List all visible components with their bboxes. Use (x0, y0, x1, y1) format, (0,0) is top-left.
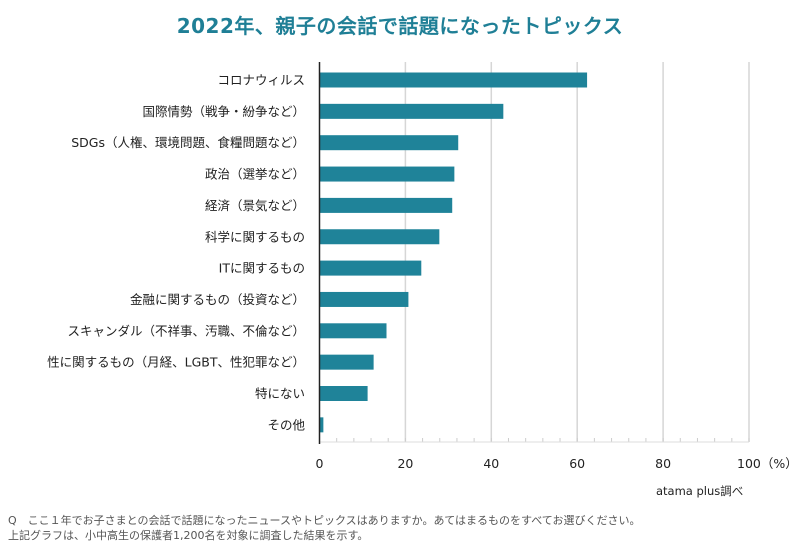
category-label: 科学に関するもの (205, 229, 305, 244)
x-tick-label: 20 (397, 456, 413, 471)
source-note: atama plus調べ (656, 484, 744, 498)
bar (319, 72, 588, 88)
bar (319, 103, 504, 119)
bar (319, 135, 459, 151)
bar (319, 386, 368, 401)
x-tick-label: 100（%） (737, 456, 798, 471)
bar (319, 323, 387, 339)
survey-question: Q ここ１年でお子さまとの会話で話題になったニュースやトピックスはありますか。あ… (8, 514, 641, 527)
category-label: 国際情勢（戦争・紛争など） (142, 104, 305, 119)
chart-title: 2022年、親子の会話で話題になったトピックス (176, 14, 624, 38)
bar (319, 291, 409, 307)
category-label: SDGs（人権、環境問題、食糧問題など） (71, 135, 305, 150)
category-label: その他 (267, 417, 305, 432)
category-label: 金融に関するもの（投資など） (130, 292, 305, 307)
survey-note: Q ここ１年でお子さまとの会話で話題になったニュースやトピックスはありますか。あ… (8, 513, 640, 543)
category-label: 性に関するもの（月経、LGBT、性犯罪など） (47, 355, 305, 370)
category-label: 政治（選挙など） (205, 167, 305, 182)
x-tick-label: 60 (569, 456, 585, 471)
bar (319, 229, 440, 245)
category-label: 特にない (255, 386, 305, 401)
x-tick-label: 80 (655, 456, 671, 471)
bar (319, 166, 455, 182)
category-label: ITに関するもの (219, 261, 305, 276)
bar (319, 354, 374, 370)
x-tick-label: 0 (316, 456, 324, 471)
bar (319, 417, 324, 433)
bar (319, 260, 422, 276)
category-label: コロナウィルス (217, 73, 305, 88)
category-label: スキャンダル（不祥事、汚職、不倫など） (67, 323, 305, 338)
category-label: 経済（景気など） (205, 198, 305, 213)
bar (319, 197, 453, 213)
x-tick-label: 40 (483, 456, 499, 471)
survey-description: 上記グラフは、小中高生の保護者1,200名を対象に調査した結果を示す。 (8, 529, 369, 542)
